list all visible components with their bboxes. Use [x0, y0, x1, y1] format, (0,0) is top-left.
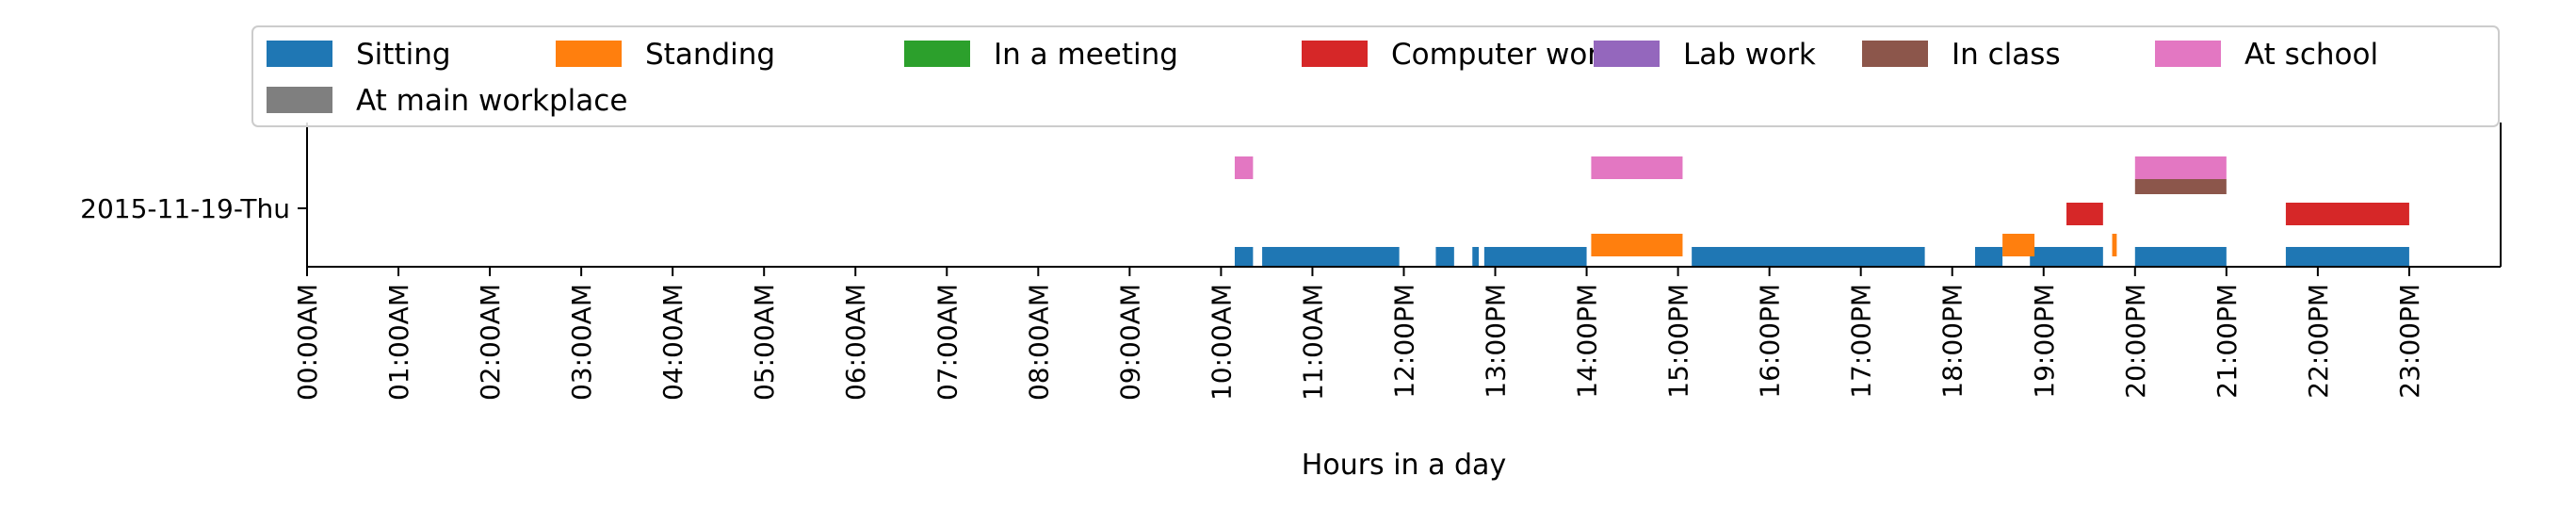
- bar-sitting: [1234, 247, 1254, 266]
- x-tick-label: 07:00AM: [932, 284, 963, 401]
- bar-standing: [2002, 234, 2035, 256]
- legend-frame: [251, 25, 2500, 127]
- bar-sitting: [1974, 247, 2003, 266]
- bar-standing: [1591, 234, 1683, 256]
- bar-sitting: [2030, 247, 2103, 266]
- y-tick-label: 2015-11-19-Thu: [80, 193, 290, 224]
- x-tick-label: 03:00AM: [566, 284, 597, 401]
- x-axis-title: Hours in a day: [1302, 449, 1506, 482]
- bar-sitting: [1483, 247, 1587, 266]
- x-tick-label: 10:00AM: [1206, 284, 1237, 401]
- legend-swatch-computer-work: [1302, 41, 1368, 67]
- legend-swatch-lab-work: [1594, 41, 1660, 67]
- legend-swatch-sitting: [267, 41, 332, 67]
- x-tick-label: 22:00PM: [2303, 284, 2334, 399]
- x-tick-label: 15:00PM: [1663, 284, 1694, 399]
- bar-sitting: [2134, 247, 2227, 266]
- legend-label-computer-work: Computer work: [1391, 38, 1616, 72]
- x-tick-label: 20:00PM: [2120, 284, 2151, 399]
- legend-label-sitting: Sitting: [356, 38, 451, 72]
- legend-label-lab-work: Lab work: [1683, 38, 1816, 72]
- bar-computer-work: [2066, 203, 2103, 225]
- x-tick-label: 02:00AM: [475, 284, 506, 401]
- legend-label-in-class: In class: [1952, 38, 2061, 72]
- bar-standing: [2112, 234, 2117, 256]
- x-tick-label: 12:00PM: [1388, 284, 1419, 399]
- legend-swatch-standing: [556, 41, 622, 67]
- bar-computer-work: [2285, 203, 2409, 225]
- bar-sitting: [1435, 247, 1454, 266]
- x-tick-label: 01:00AM: [383, 284, 414, 401]
- bar-sitting: [1262, 247, 1400, 266]
- x-tick-label: 14:00PM: [1572, 284, 1603, 399]
- legend-label-standing: Standing: [645, 38, 775, 72]
- legend-swatch-at-main-workplace: [267, 87, 332, 113]
- bar-at-school: [1234, 156, 1254, 179]
- plot-area: [1234, 156, 2409, 266]
- x-tick-label: 06:00AM: [840, 284, 871, 401]
- bar-at-school: [2134, 156, 2227, 179]
- bar-sitting: [1692, 247, 1925, 266]
- legend-label-at-main-workplace: At main workplace: [356, 84, 627, 118]
- axes: 2015-11-19-Thu 00:00AM 01:00AM 02:00AM 03:00…: [80, 123, 2502, 401]
- legend-swatch-in-a-meeting: [904, 41, 970, 67]
- legend: Sitting Standing In a meeting Computer work…: [251, 25, 2500, 127]
- x-tick-label: 13:00PM: [1481, 284, 1512, 399]
- x-tick-label: 09:00AM: [1114, 284, 1145, 401]
- legend-label-at-school: At school: [2244, 38, 2378, 72]
- x-tick-label: 11:00AM: [1297, 284, 1328, 401]
- x-tick-label: 00:00AM: [292, 284, 323, 401]
- bar-sitting: [2285, 247, 2409, 266]
- legend-swatch-at-school: [2155, 41, 2221, 67]
- legend-swatch-in-class: [1862, 41, 1928, 67]
- x-tick-label: 16:00PM: [1755, 284, 1786, 399]
- x-tick-label: 04:00AM: [657, 284, 689, 401]
- legend-label-in-a-meeting: In a meeting: [994, 38, 1178, 72]
- x-tick-label: 18:00PM: [1937, 284, 1968, 399]
- bar-at-school: [1591, 156, 1683, 179]
- x-tick-label: 23:00PM: [2394, 284, 2425, 399]
- x-tick-label: 17:00PM: [1846, 284, 1877, 399]
- x-tick-label: 19:00PM: [2029, 284, 2060, 399]
- x-tick-label: 08:00AM: [1023, 284, 1054, 401]
- bar-in-class: [2134, 179, 2227, 194]
- x-tick-label: 21:00PM: [2211, 284, 2243, 399]
- bar-sitting: [1472, 247, 1480, 266]
- x-tick-label: 05:00AM: [749, 284, 780, 401]
